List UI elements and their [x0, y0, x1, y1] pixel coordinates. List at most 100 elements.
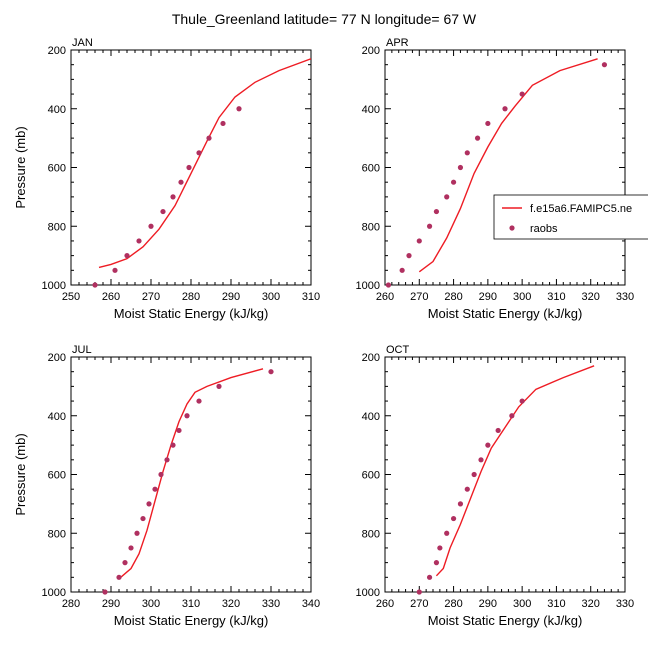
- raobs-point: [471, 471, 477, 478]
- raobs-point: [102, 589, 108, 595]
- legend-obs-label: raobs: [530, 223, 558, 235]
- x-tick-label: 330: [616, 291, 634, 303]
- raobs-point: [433, 208, 440, 215]
- raobs-point: [196, 150, 202, 156]
- x-tick-label: 310: [182, 598, 200, 610]
- x-tick-label: 280: [444, 291, 462, 303]
- y-tick-label: 400: [362, 104, 380, 116]
- y-tick-label: 600: [48, 163, 66, 175]
- y-tick-label: 1000: [356, 280, 380, 292]
- raobs-point: [444, 194, 450, 200]
- raobs-point: [184, 413, 190, 419]
- x-tick-label: 340: [302, 598, 320, 610]
- y-tick-label: 800: [362, 528, 380, 540]
- x-tick-label: 320: [582, 291, 600, 303]
- y-tick-label: 800: [48, 221, 66, 233]
- y-tick-label: 400: [362, 411, 380, 423]
- raobs-point: [601, 62, 608, 68]
- y-tick-label: 1000: [42, 587, 66, 599]
- x-tick-label: 300: [262, 291, 280, 303]
- raobs-point: [478, 457, 484, 463]
- x-tick-label: 310: [547, 598, 565, 610]
- x-tick-label: 290: [479, 598, 497, 610]
- raobs-point: [509, 413, 515, 419]
- x-tick-label: 300: [513, 598, 531, 610]
- raobs-point: [128, 545, 134, 551]
- raobs-point: [176, 427, 182, 434]
- raobs-point: [485, 442, 491, 448]
- x-tick-label: 260: [102, 291, 120, 303]
- raobs-point: [426, 223, 433, 229]
- raobs-point: [122, 560, 128, 566]
- x-axis-title: Moist Static Energy (kJ/kg): [428, 613, 583, 628]
- x-tick-label: 270: [410, 598, 428, 610]
- x-tick-label: 320: [222, 598, 240, 610]
- y-tick-label: 200: [48, 45, 66, 57]
- y-tick-label: 600: [362, 470, 380, 482]
- raobs-point: [426, 574, 433, 580]
- raobs-point: [178, 179, 184, 185]
- x-tick-label: 330: [262, 598, 280, 610]
- raobs-point: [236, 106, 242, 112]
- plot-frame: [70, 356, 312, 593]
- x-tick-label: 310: [302, 291, 320, 303]
- raobs-point: [170, 194, 176, 200]
- raobs-point: [464, 150, 470, 156]
- x-axis-title: Moist Static Energy (kJ/kg): [114, 613, 269, 628]
- raobs-point: [416, 238, 422, 244]
- raobs-point: [457, 501, 464, 507]
- y-tick-label: 400: [48, 104, 66, 116]
- legend-obs-swatch: [509, 225, 515, 231]
- panel-label: APR: [386, 37, 409, 49]
- raobs-point: [134, 530, 140, 536]
- raobs-point: [444, 530, 450, 536]
- model-series-line: [98, 58, 311, 269]
- panel-label: JUL: [72, 344, 92, 356]
- legend-model-label: f.e15a6.FAMIPC5.ne: [530, 203, 632, 215]
- y-tick-label: 600: [48, 470, 66, 482]
- raobs-point: [112, 267, 118, 273]
- x-tick-label: 300: [142, 598, 160, 610]
- panel-jul: JUL 280 290 300 310 320 330 340 200 400 600 800 1000…: [13, 344, 320, 628]
- raobs-point: [457, 164, 464, 171]
- x-tick-label: 280: [62, 598, 80, 610]
- raobs-point: [474, 135, 481, 141]
- x-axis-title: Moist Static Energy (kJ/kg): [114, 306, 269, 321]
- panel-jan: JAN 250 260 270 280 290 300 310 200 400 600 800 1000…: [13, 37, 320, 321]
- panel-oct: OCT 260 270 280 290 300 310 320 330 200 400 600 800 1…: [356, 344, 635, 628]
- y-tick-label: 800: [48, 528, 66, 540]
- y-tick-label: 400: [48, 411, 66, 423]
- raobs-point: [196, 398, 202, 404]
- raobs-point: [416, 589, 422, 595]
- raobs-point: [92, 282, 98, 288]
- raobs-point: [170, 442, 176, 448]
- y-tick-label: 1000: [42, 280, 66, 292]
- raobs-point: [433, 560, 440, 566]
- raobs-point: [268, 369, 274, 375]
- panel-label: JAN: [72, 37, 93, 49]
- raobs-point: [148, 223, 154, 229]
- y-tick-label: 1000: [356, 587, 380, 599]
- raobs-point: [216, 383, 222, 389]
- raobs-point: [152, 486, 158, 492]
- raobs-point: [385, 282, 392, 288]
- x-tick-label: 290: [102, 598, 120, 610]
- y-tick-label: 600: [362, 163, 380, 175]
- raobs-point: [399, 267, 405, 273]
- x-tick-label: 320: [582, 598, 600, 610]
- raobs-point: [502, 106, 508, 112]
- raobs-point: [206, 135, 212, 141]
- plot-frame: [384, 49, 626, 286]
- legend-box: [493, 194, 648, 240]
- x-tick-label: 270: [142, 291, 160, 303]
- y-tick-label: 200: [48, 352, 66, 364]
- x-tick-label: 290: [479, 291, 497, 303]
- x-tick-label: 290: [222, 291, 240, 303]
- model-series-line: [118, 368, 264, 580]
- raobs-point: [220, 120, 226, 127]
- x-tick-label: 270: [410, 291, 428, 303]
- x-axis-title: Moist Static Energy (kJ/kg): [428, 306, 583, 321]
- raobs-point: [495, 427, 501, 434]
- raobs-point: [136, 238, 142, 244]
